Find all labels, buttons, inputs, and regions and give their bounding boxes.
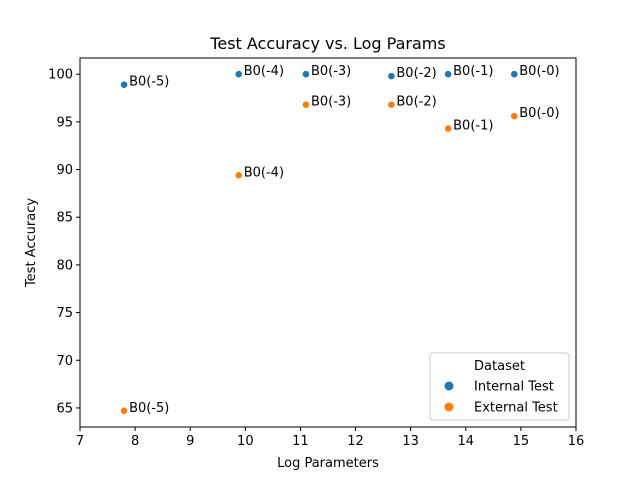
x-tick-label: 8 (131, 434, 139, 449)
data-point (120, 406, 128, 415)
y-tick-label: 70 (56, 354, 73, 369)
data-point (234, 70, 243, 79)
y-tick-label: 75 (56, 306, 73, 321)
data-point-label: B0(-5) (129, 401, 169, 416)
x-tick-label: 7 (76, 434, 84, 449)
x-tick-label: 14 (458, 434, 475, 449)
data-point-label: B0(-2) (396, 95, 436, 110)
data-point-label: B0(-2) (396, 66, 436, 81)
data-point-label: B0(-4) (244, 64, 284, 79)
data-point-label: B0(-4) (244, 165, 284, 180)
data-point-label: B0(-0) (519, 64, 559, 79)
legend-box (429, 352, 570, 421)
y-tick-label: 95 (56, 115, 73, 130)
legend-marker (444, 381, 454, 391)
data-point-label: B0(-1) (453, 64, 493, 79)
y-tick-label: 85 (56, 211, 73, 226)
y-axis-label: Test Accuracy (24, 198, 39, 288)
y-tick-label: 100 (48, 68, 73, 83)
data-point-label: B0(-5) (129, 75, 169, 90)
legend-title: Dataset (474, 359, 525, 374)
x-tick-label: 10 (237, 434, 254, 449)
x-tick-label: 12 (347, 434, 364, 449)
data-point (234, 171, 243, 180)
data-point-label: B0(-3) (311, 64, 351, 79)
x-tick-label: 13 (402, 434, 419, 449)
chart-title: Test Accuracy vs. Log Params (209, 34, 445, 53)
data-point-label: B0(-0) (519, 106, 559, 121)
plot-area (79, 57, 577, 428)
legend-items: Internal Test External Test (444, 380, 558, 416)
data-points: B0(-5) B0(-4) B0(-3) B0(-2) B0(-1) B0(-0) B0(-… (120, 64, 560, 416)
data-point-label: B0(-3) (311, 95, 351, 110)
x-tick-label: 11 (292, 434, 309, 449)
legend-entry: External Test (474, 401, 558, 416)
data-point (302, 70, 310, 79)
legend-marker (444, 402, 454, 412)
y-tick-label: 65 (56, 401, 73, 416)
data-point (510, 70, 519, 79)
x-axis-label: Log Parameters (277, 456, 379, 471)
x-tick-label: 15 (513, 434, 530, 449)
data-point (302, 100, 310, 109)
x-tick-label: 9 (186, 434, 194, 449)
legend: Dataset Internal Test External Test (429, 352, 570, 421)
data-point (387, 72, 396, 81)
data-point (387, 100, 396, 109)
data-point (120, 80, 128, 89)
data-point (510, 112, 519, 121)
x-tick-label: 16 (568, 434, 585, 449)
legend-entry: Internal Test (474, 380, 554, 395)
data-point (444, 124, 453, 133)
y-tick-label: 90 (56, 163, 73, 178)
data-point-label: B0(-1) (453, 119, 493, 134)
data-point (444, 70, 453, 79)
y-axis: 65 70 75 80 85 90 95 100 (48, 68, 80, 416)
y-tick-label: 80 (56, 258, 73, 273)
x-axis: 7 8 9 10 11 12 13 14 15 16 (76, 427, 584, 449)
